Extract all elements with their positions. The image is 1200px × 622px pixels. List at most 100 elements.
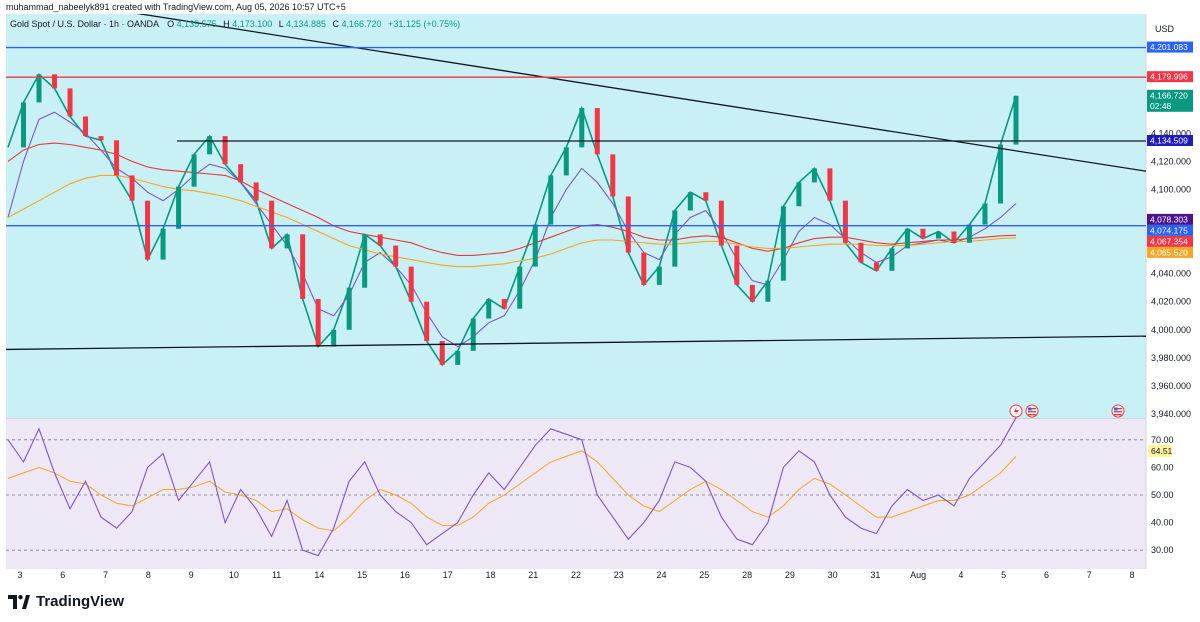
- price-label-text: 4,074.175: [1150, 225, 1188, 235]
- footer: TradingView: [0, 582, 1200, 622]
- time-tick-label: 18: [485, 570, 495, 580]
- price-label-text: 4,179.996: [1150, 72, 1188, 82]
- candle: [253, 182, 259, 201]
- price-label-text: 4,065.520: [1150, 247, 1188, 257]
- candle: [656, 266, 662, 285]
- candle: [641, 252, 647, 285]
- price-tick-label: 4,100.000: [1151, 184, 1191, 194]
- author-line: muhammad_nabeelyk891 created with Tradin…: [6, 2, 346, 12]
- price-pane[interactable]: [6, 14, 1146, 418]
- candle: [749, 284, 755, 302]
- time-tick-label: 23: [614, 570, 624, 580]
- candle: [672, 210, 678, 267]
- ma-series-3: [7, 174, 1017, 268]
- close-series-0: [7, 73, 1017, 367]
- candle: [1013, 95, 1019, 145]
- price-tick-label: 4,020.000: [1151, 297, 1191, 307]
- price-label-text: 4,201.083: [1150, 42, 1188, 52]
- candle: [951, 231, 957, 243]
- candle: [315, 298, 321, 347]
- high-value: 4,173.100: [232, 19, 272, 29]
- price-label-badge: [1147, 224, 1193, 236]
- rsi-tick-label: 60.00: [1151, 462, 1174, 472]
- candle: [501, 298, 507, 309]
- time-tick-label: 7: [103, 570, 108, 580]
- price-axis[interactable]: 4,140.000 4,120.000 4,100.000 4,040.000 4,02…: [1151, 128, 1191, 419]
- time-tick-label: 31: [870, 570, 880, 580]
- candle: [83, 116, 89, 137]
- time-tick-label: 30: [828, 570, 838, 580]
- candle: [594, 108, 600, 155]
- drawing-lines-group[interactable]: [5, 14, 1147, 351]
- tradingview-logo-icon: [8, 594, 30, 609]
- price-label-text: 4,134.509: [1150, 136, 1188, 146]
- tradingview-logo-text: TradingView: [36, 593, 125, 610]
- rsi-group: [6, 417, 1146, 557]
- tradingview-logo[interactable]: TradingView: [8, 593, 124, 610]
- price-tick-label: 3,960.000: [1151, 381, 1191, 391]
- time-tick-label: 16: [400, 570, 410, 580]
- chart-header: muhammad_nabeelyk891 created with Tradin…: [0, 0, 1200, 14]
- price-tick-label: 4,040.000: [1151, 269, 1191, 279]
- candle: [160, 228, 166, 260]
- change-value: +31.125 (+0.75%): [388, 19, 460, 29]
- currency-label: USD: [1155, 24, 1175, 34]
- time-tick-label: 7: [1087, 570, 1092, 580]
- candle: [300, 234, 306, 299]
- price-tick-label: 4,140.000: [1151, 128, 1191, 138]
- candle: [796, 182, 802, 207]
- price-tick-label: 4,120.000: [1151, 156, 1191, 166]
- candle: [935, 231, 941, 239]
- rsi-tick-label: 40.00: [1151, 518, 1174, 528]
- price-series-group: [7, 73, 1019, 367]
- price-label-badge: [1147, 89, 1193, 112]
- time-tick-label: 21: [528, 570, 538, 580]
- price-label-text: 4,078.303: [1150, 214, 1188, 224]
- price-label-text: 4,166.720: [1150, 90, 1188, 100]
- time-tick-label: 9: [189, 570, 194, 580]
- rsi-axis[interactable]: 70.00 60.00 50.00 40.00 30.00: [1151, 435, 1174, 555]
- us-flag-icon[interactable]: [1025, 404, 1039, 418]
- symbol-legend[interactable]: Gold Spot / U.S. Dollar · 1h · OANDA O 4…: [10, 19, 460, 29]
- candle: [222, 136, 228, 165]
- candle: [610, 154, 616, 197]
- time-tick-label: 28: [742, 570, 752, 580]
- rsi-tick-label: 30.00: [1151, 545, 1174, 555]
- candle: [703, 192, 709, 201]
- lightning-icon[interactable]: [1009, 404, 1023, 418]
- ma-series-2: [7, 142, 1017, 256]
- candle: [734, 245, 740, 285]
- rsi-value-text: 64.51: [1151, 446, 1173, 456]
- rsi-tick-label: 70.00: [1151, 435, 1174, 445]
- price-label-badge: [1147, 246, 1193, 258]
- us-flag-icon[interactable]: [1111, 404, 1125, 418]
- candle: [966, 224, 972, 243]
- time-tick-label: 22: [571, 570, 581, 580]
- candle: [238, 164, 244, 183]
- candle: [114, 140, 120, 176]
- candle: [687, 192, 693, 211]
- chart[interactable]: 4,140.000 4,120.000 4,100.000 4,040.000 4,02…: [0, 14, 1200, 582]
- support-trendline[interactable]: [5, 335, 1147, 351]
- rsi-pane[interactable]: [6, 419, 1146, 569]
- candle: [269, 200, 275, 249]
- price-tick-label: 3,940.000: [1151, 409, 1191, 419]
- candle: [982, 203, 988, 225]
- candle: [21, 102, 27, 148]
- high-label: H: [223, 19, 230, 29]
- price-label-badge: [1147, 135, 1193, 147]
- candle: [346, 287, 352, 330]
- candle: [362, 234, 368, 288]
- time-tick-label: Aug: [910, 570, 926, 580]
- time-tick-label: 5: [1001, 570, 1006, 580]
- candle: [393, 245, 399, 267]
- candle: [532, 224, 538, 267]
- candle: [842, 200, 848, 243]
- symbol-name: Gold Spot / U.S. Dollar · 1h · OANDA: [10, 19, 159, 29]
- candle: [284, 234, 290, 249]
- rsi-tick-label: 50.00: [1151, 490, 1174, 500]
- time-tick-label: 4: [958, 570, 963, 580]
- low-value: 4,134.885: [286, 19, 326, 29]
- time-axis[interactable]: 3 6 7 8 9 10 11 14 15 16 17 18 21 22 23 24 25 28 29 30 31 Aug…: [17, 570, 1134, 580]
